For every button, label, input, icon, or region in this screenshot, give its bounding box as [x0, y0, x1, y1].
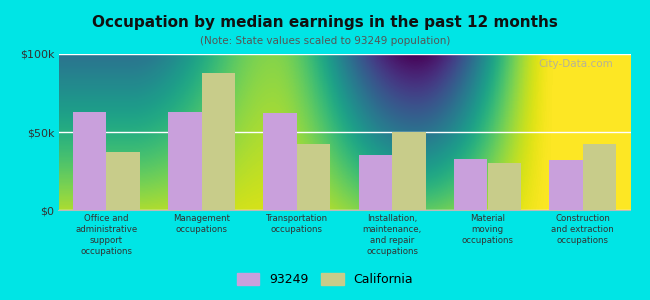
Text: (Note: State values scaled to 93249 population): (Note: State values scaled to 93249 popu… [200, 36, 450, 46]
Bar [263, 113, 297, 210]
Bar [168, 112, 202, 210]
Bar [549, 160, 583, 210]
Bar [392, 132, 426, 210]
Bar [73, 112, 106, 210]
Bar [106, 152, 140, 210]
Text: Occupation by median earnings in the past 12 months: Occupation by median earnings in the pas… [92, 15, 558, 30]
Legend: 93249, California: 93249, California [232, 268, 418, 291]
Bar [488, 163, 521, 210]
Bar [583, 145, 616, 210]
Bar [359, 155, 392, 210]
Text: City-Data.com: City-Data.com [539, 59, 614, 69]
Bar [202, 73, 235, 210]
Bar [454, 158, 488, 210]
Bar [297, 145, 330, 210]
